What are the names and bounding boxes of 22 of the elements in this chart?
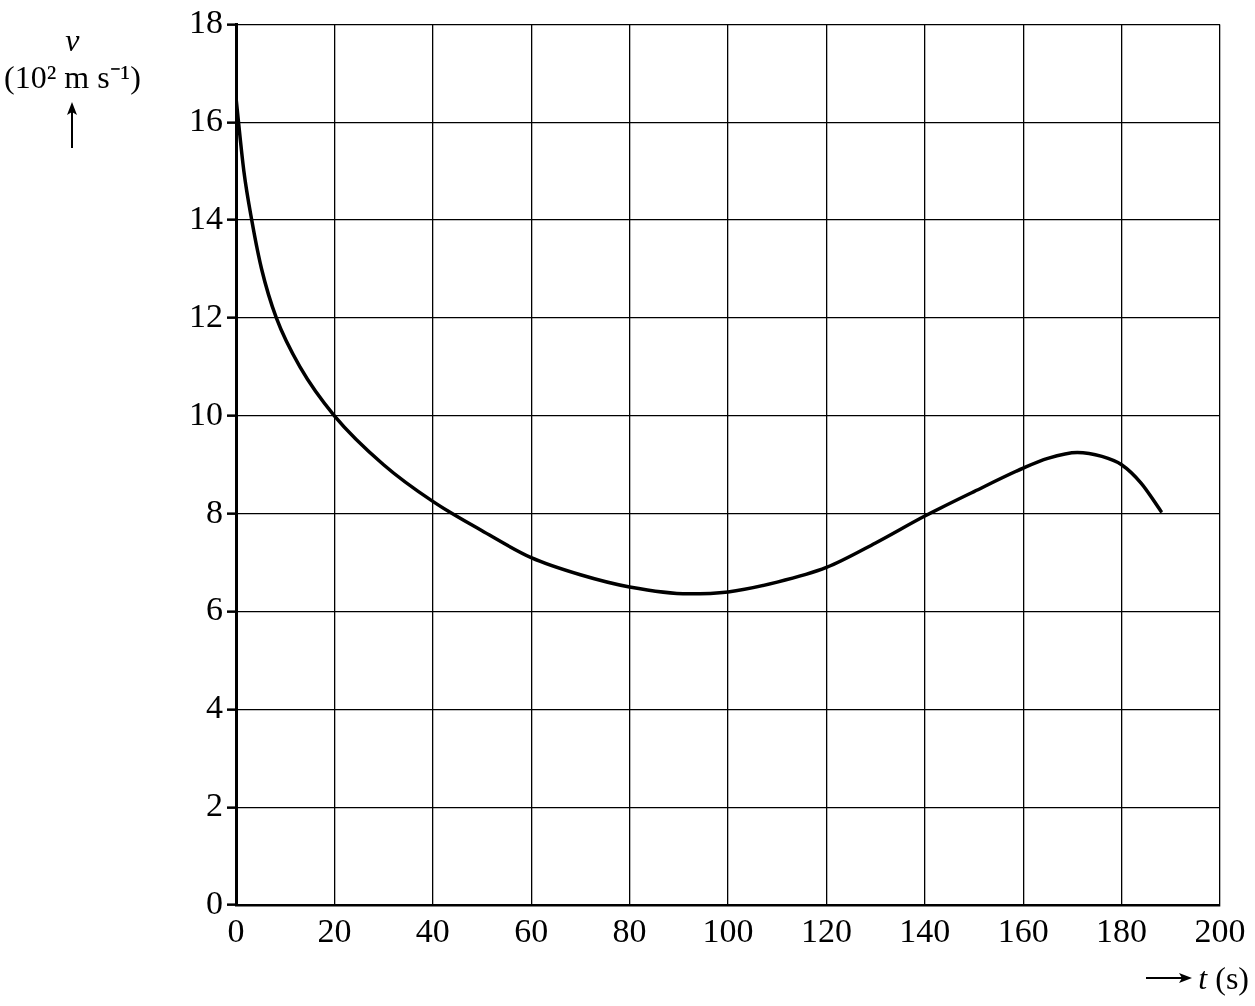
x-tick-label: 100 — [702, 912, 754, 950]
x-tick-label: 200 — [1194, 912, 1246, 950]
y-tick-label: 6 — [206, 590, 223, 628]
y-tick-label: 2 — [206, 786, 223, 824]
x-tick-label: 20 — [317, 912, 352, 950]
y-tick-label: 8 — [206, 492, 223, 530]
y-tick-label: 0 — [206, 883, 223, 921]
x-tick-label: 80 — [612, 912, 647, 950]
x-tick-label: 60 — [514, 912, 549, 950]
y-tick-label: 14 — [189, 199, 223, 237]
x-tick-label: 40 — [415, 912, 450, 950]
y-tick-label: 12 — [189, 296, 223, 334]
y-tick-label: 16 — [189, 101, 223, 139]
x-tick-label: 140 — [899, 912, 951, 950]
x-tick-label: 180 — [1096, 912, 1148, 950]
y-axis-title: v (10² m s⁻¹) — [4, 22, 141, 96]
y-tick-label: 18 — [189, 3, 223, 41]
x-tick-label: 160 — [997, 912, 1049, 950]
y-tick-label: 4 — [206, 688, 223, 726]
x-axis-title: t (s) — [1198, 960, 1249, 997]
x-tick-label: 120 — [800, 912, 852, 950]
y-tick-label: 10 — [189, 394, 223, 432]
